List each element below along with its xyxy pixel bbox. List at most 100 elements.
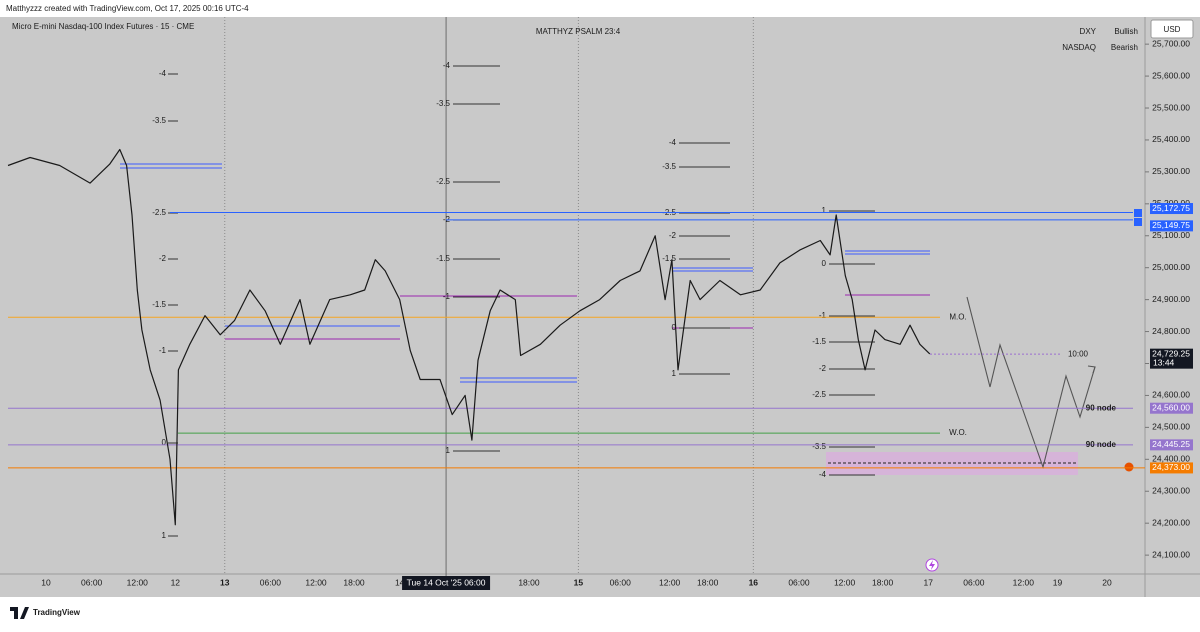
symbol-label: Micro E-mini Nasdaq-100 Index Futures · … xyxy=(12,22,194,31)
fib-label: -4 xyxy=(443,61,451,70)
x-tick-label: 12 xyxy=(171,577,181,587)
x-tick-label: 12:00 xyxy=(834,577,856,587)
series-layer xyxy=(7,148,931,526)
price-label: 25,172.75 xyxy=(1152,203,1190,213)
price-label: 24,560.00 xyxy=(1152,402,1190,412)
currency-box[interactable] xyxy=(1150,19,1194,39)
x-tick-label: 18:00 xyxy=(872,577,894,587)
grid-layer xyxy=(224,17,754,590)
level-icon xyxy=(1124,462,1134,472)
level-note: 90 node xyxy=(1086,440,1117,449)
price-line xyxy=(7,148,931,526)
y-tick-label: 25,700.00 xyxy=(1152,38,1190,48)
level-note: M.O. xyxy=(949,312,966,321)
level-icon xyxy=(1134,209,1142,217)
legend-name[interactable]: DXY xyxy=(1080,27,1097,36)
crosshair-label: Tue 14 Oct '25 06:00 xyxy=(407,577,486,587)
projection-arrow xyxy=(1087,365,1096,374)
drawings-layer: -4 -3.5 -2.5 -2 -1.5 -1 0 1 -4 -3.5 -2.5 -2 -1.5 -1 1 -… xyxy=(8,61,1145,572)
legend-status[interactable]: Bearish xyxy=(1111,43,1138,52)
fib-label: -2.5 xyxy=(436,177,450,186)
countdown-label: 13:44 xyxy=(1153,357,1175,367)
fib-label: 1 xyxy=(822,206,827,215)
legend-name[interactable]: NASDAQ xyxy=(1062,43,1096,52)
y-tick-label: 25,300.00 xyxy=(1152,166,1190,176)
fib-label: -2.5 xyxy=(152,208,166,217)
x-tick-label: 10 xyxy=(41,577,51,587)
target-box xyxy=(826,452,1078,475)
price-label-box xyxy=(1150,439,1193,451)
projection-path xyxy=(966,296,1096,469)
y-tick-label: 25,000.00 xyxy=(1152,262,1190,272)
currency-label[interactable]: USD xyxy=(1164,25,1181,34)
y-tick-label: 24,200.00 xyxy=(1152,517,1190,527)
last-price-box xyxy=(1150,348,1193,369)
x-tick-label: 14 xyxy=(395,577,405,587)
x-tick-label: 06:00 xyxy=(788,577,810,587)
x-tick-label: 18:00 xyxy=(518,577,540,587)
y-tick-label: 24,800.00 xyxy=(1152,326,1190,336)
fib-label: 1 xyxy=(162,531,167,540)
last-price-label: 24,729.25 xyxy=(1152,348,1190,358)
fib-label: -4 xyxy=(669,138,677,147)
fib-label: -1.5 xyxy=(152,300,166,309)
x-tick-label: 12:00 xyxy=(127,577,149,587)
x-tick-label: 20 xyxy=(1102,577,1112,587)
alert-icon-bolt xyxy=(929,560,935,570)
x-tick-label: 06:00 xyxy=(610,577,632,587)
footer-bar xyxy=(0,597,1200,632)
level-icon xyxy=(1134,218,1142,226)
y-tick-label: 24,600.00 xyxy=(1152,390,1190,400)
level-note: W.O. xyxy=(949,428,967,437)
footer-logo-mark xyxy=(10,607,29,619)
fib-label: 0 xyxy=(822,259,827,268)
fib-label: -1 xyxy=(159,346,167,355)
y-tick-label: 25,500.00 xyxy=(1152,102,1190,112)
price-label: 24,445.25 xyxy=(1152,439,1190,449)
level-note: 90 node xyxy=(1086,403,1117,412)
price-label-box xyxy=(1150,402,1193,414)
price-label-box xyxy=(1150,462,1193,474)
fib-label: 1 xyxy=(446,446,451,455)
fib-label: -1 xyxy=(819,311,827,320)
fib-label: -3.5 xyxy=(812,442,826,451)
fib-label: -3.5 xyxy=(152,116,166,125)
fib-label: -4 xyxy=(159,69,167,78)
fib-label: -2 xyxy=(819,364,827,373)
x-tick-label: 06:00 xyxy=(963,577,985,587)
price-label-box xyxy=(1150,220,1193,232)
y-tick-label: 24,500.00 xyxy=(1152,422,1190,432)
x-tick-label: 18:00 xyxy=(697,577,719,587)
fib-label: 0 xyxy=(672,323,677,332)
x-tick-label: 12:00 xyxy=(659,577,681,587)
fib-label: -1.5 xyxy=(812,337,826,346)
x-tick-label: 18:00 xyxy=(343,577,365,587)
y-tick-label: 25,100.00 xyxy=(1152,230,1190,240)
x-tick-label: 17 xyxy=(924,577,934,587)
x-tick-label: 12:00 xyxy=(1013,577,1035,587)
legend-status[interactable]: Bullish xyxy=(1114,27,1138,36)
fib-label: -2.5 xyxy=(812,390,826,399)
x-tick-label: 13 xyxy=(220,577,230,587)
fib-label: 0 xyxy=(162,438,167,447)
fib-label: -3.5 xyxy=(662,162,676,171)
x-tick-label: 15 xyxy=(574,577,584,587)
fib-label: -2 xyxy=(669,231,677,240)
chart-background xyxy=(0,17,1200,597)
header-credit: Matthyzzz created with TradingView.com, … xyxy=(6,4,249,13)
price-label: 25,149.75 xyxy=(1152,220,1190,230)
header-bar xyxy=(0,0,1200,17)
y-tick-label: 24,100.00 xyxy=(1152,549,1190,559)
price-label: 24,373.00 xyxy=(1152,462,1190,472)
fib-label: -1.5 xyxy=(662,254,676,263)
crosshair-box xyxy=(402,576,491,590)
fib-label: -4 xyxy=(819,470,827,479)
y-tick-label: 25,400.00 xyxy=(1152,134,1190,144)
fib-label: -1.5 xyxy=(436,254,450,263)
fib-label: -3.5 xyxy=(436,99,450,108)
fib-label: -1 xyxy=(443,292,451,301)
x-tick-label: 06:00 xyxy=(260,577,282,587)
y-tick-label: 24,300.00 xyxy=(1152,485,1190,495)
